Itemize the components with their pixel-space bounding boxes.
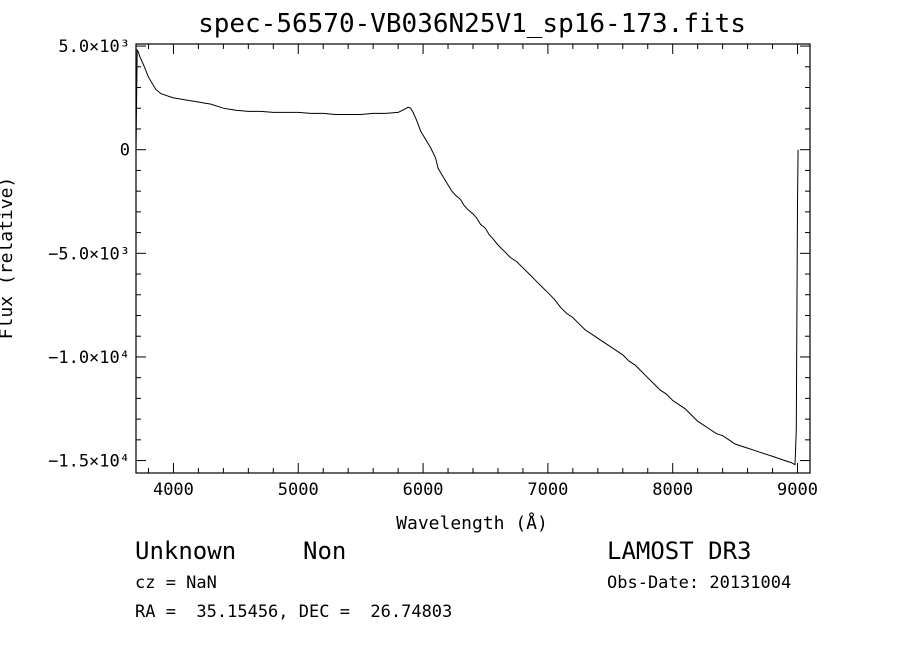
y-axis-label: Flux (relative) — [0, 177, 17, 340]
x-tick-label: 6000 — [403, 480, 444, 500]
y-tick-label: 5.0×10³ — [58, 37, 130, 57]
spectrum-line — [135, 48, 799, 466]
y-tick-label: 0 — [120, 141, 130, 161]
x-tick-label: 8000 — [652, 480, 693, 500]
x-tick-label: 7000 — [527, 480, 568, 500]
x-axis-ticks: 4000 5000 6000 7000 8000 9000 — [147, 44, 818, 500]
y-axis-ticks: 5.0×10³ 0 −5.0×10³ −1.0×10⁴ −1.5×10⁴ — [48, 37, 810, 472]
coordinates: RA = 35.15456, DEC = 26.74803 — [135, 602, 453, 622]
x-tick-label: 4000 — [153, 480, 194, 500]
redshift-cz: cz = NaN — [135, 573, 217, 593]
x-tick-label: 5000 — [278, 480, 319, 500]
y-tick-label: −1.5×10⁴ — [48, 452, 130, 472]
survey-name: LAMOST DR3 — [607, 537, 752, 565]
x-tick-label: 9000 — [777, 480, 818, 500]
plot-frame — [135, 43, 811, 474]
x-axis-label: Wavelength (Å) — [396, 512, 548, 534]
y-tick-label: −5.0×10³ — [48, 244, 130, 264]
y-tick-label: −1.0×10⁴ — [48, 348, 130, 368]
object-subclass: Non — [303, 537, 347, 565]
chart-title: spec-56570-VB036N25V1_sp16-173.fits — [198, 9, 746, 39]
observation-date: Obs-Date: 20131004 — [607, 573, 792, 593]
object-class: Unknown — [135, 537, 237, 565]
